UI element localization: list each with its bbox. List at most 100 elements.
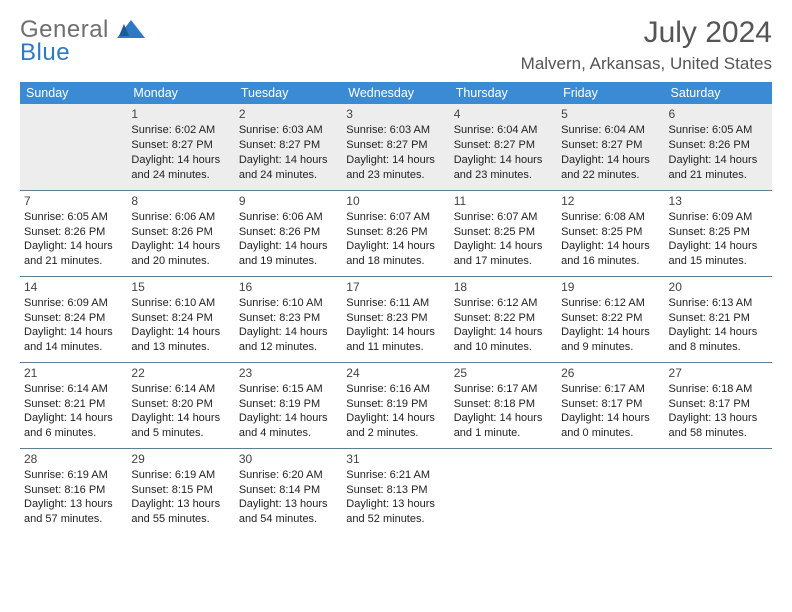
day-number: 9 xyxy=(239,193,338,209)
day-number: 22 xyxy=(131,365,230,381)
calendar-day: 26Sunrise: 6:17 AMSunset: 8:17 PMDayligh… xyxy=(557,362,664,448)
weekday-header: Thursday xyxy=(450,82,557,104)
calendar-body: 1Sunrise: 6:02 AMSunset: 8:27 PMDaylight… xyxy=(20,104,772,534)
day-number: 8 xyxy=(131,193,230,209)
day-info: Sunrise: 6:19 AMSunset: 8:16 PMDaylight:… xyxy=(24,468,123,527)
calendar-week: 28Sunrise: 6:19 AMSunset: 8:16 PMDayligh… xyxy=(20,448,772,534)
day-number: 27 xyxy=(669,365,768,381)
day-number: 1 xyxy=(131,106,230,122)
calendar-day: 16Sunrise: 6:10 AMSunset: 8:23 PMDayligh… xyxy=(235,276,342,362)
day-number: 10 xyxy=(346,193,445,209)
calendar-day: 5Sunrise: 6:04 AMSunset: 8:27 PMDaylight… xyxy=(557,104,664,190)
day-info: Sunrise: 6:03 AMSunset: 8:27 PMDaylight:… xyxy=(346,123,445,182)
calendar-day: 12Sunrise: 6:08 AMSunset: 8:25 PMDayligh… xyxy=(557,190,664,276)
calendar-day: 17Sunrise: 6:11 AMSunset: 8:23 PMDayligh… xyxy=(342,276,449,362)
day-info: Sunrise: 6:17 AMSunset: 8:18 PMDaylight:… xyxy=(454,382,553,441)
day-number: 12 xyxy=(561,193,660,209)
day-info: Sunrise: 6:14 AMSunset: 8:20 PMDaylight:… xyxy=(131,382,230,441)
day-info: Sunrise: 6:04 AMSunset: 8:27 PMDaylight:… xyxy=(561,123,660,182)
day-number: 3 xyxy=(346,106,445,122)
day-number: 26 xyxy=(561,365,660,381)
day-number: 21 xyxy=(24,365,123,381)
calendar-day: 20Sunrise: 6:13 AMSunset: 8:21 PMDayligh… xyxy=(665,276,772,362)
day-number: 4 xyxy=(454,106,553,122)
calendar-empty xyxy=(665,448,772,534)
day-number: 23 xyxy=(239,365,338,381)
day-number: 18 xyxy=(454,279,553,295)
day-info: Sunrise: 6:13 AMSunset: 8:21 PMDaylight:… xyxy=(669,296,768,355)
calendar-day: 27Sunrise: 6:18 AMSunset: 8:17 PMDayligh… xyxy=(665,362,772,448)
day-number: 2 xyxy=(239,106,338,122)
day-info: Sunrise: 6:18 AMSunset: 8:17 PMDaylight:… xyxy=(669,382,768,441)
calendar-day: 2Sunrise: 6:03 AMSunset: 8:27 PMDaylight… xyxy=(235,104,342,190)
location-text: Malvern, Arkansas, United States xyxy=(521,54,772,74)
day-info: Sunrise: 6:07 AMSunset: 8:26 PMDaylight:… xyxy=(346,210,445,269)
header-bar: General Blue July 2024 Malvern, Arkansas… xyxy=(20,18,772,74)
day-info: Sunrise: 6:20 AMSunset: 8:14 PMDaylight:… xyxy=(239,468,338,527)
calendar-day: 23Sunrise: 6:15 AMSunset: 8:19 PMDayligh… xyxy=(235,362,342,448)
day-info: Sunrise: 6:12 AMSunset: 8:22 PMDaylight:… xyxy=(561,296,660,355)
logo-triangle-icon xyxy=(117,20,145,43)
calendar-day: 11Sunrise: 6:07 AMSunset: 8:25 PMDayligh… xyxy=(450,190,557,276)
calendar-day: 10Sunrise: 6:07 AMSunset: 8:26 PMDayligh… xyxy=(342,190,449,276)
calendar-day: 24Sunrise: 6:16 AMSunset: 8:19 PMDayligh… xyxy=(342,362,449,448)
calendar-week: 21Sunrise: 6:14 AMSunset: 8:21 PMDayligh… xyxy=(20,362,772,448)
day-number: 20 xyxy=(669,279,768,295)
brand-word2: Blue xyxy=(20,41,145,65)
calendar-week: 1Sunrise: 6:02 AMSunset: 8:27 PMDaylight… xyxy=(20,104,772,190)
calendar-day: 25Sunrise: 6:17 AMSunset: 8:18 PMDayligh… xyxy=(450,362,557,448)
day-number: 19 xyxy=(561,279,660,295)
calendar-day: 18Sunrise: 6:12 AMSunset: 8:22 PMDayligh… xyxy=(450,276,557,362)
day-info: Sunrise: 6:06 AMSunset: 8:26 PMDaylight:… xyxy=(239,210,338,269)
day-info: Sunrise: 6:17 AMSunset: 8:17 PMDaylight:… xyxy=(561,382,660,441)
day-info: Sunrise: 6:04 AMSunset: 8:27 PMDaylight:… xyxy=(454,123,553,182)
calendar-empty xyxy=(557,448,664,534)
weekday-header: Friday xyxy=(557,82,664,104)
calendar-day: 9Sunrise: 6:06 AMSunset: 8:26 PMDaylight… xyxy=(235,190,342,276)
brand-logo: General Blue xyxy=(20,18,145,65)
day-info: Sunrise: 6:03 AMSunset: 8:27 PMDaylight:… xyxy=(239,123,338,182)
calendar-day: 3Sunrise: 6:03 AMSunset: 8:27 PMDaylight… xyxy=(342,104,449,190)
calendar-day: 4Sunrise: 6:04 AMSunset: 8:27 PMDaylight… xyxy=(450,104,557,190)
calendar-table: SundayMondayTuesdayWednesdayThursdayFrid… xyxy=(20,82,772,534)
calendar-day: 30Sunrise: 6:20 AMSunset: 8:14 PMDayligh… xyxy=(235,448,342,534)
title-block: July 2024 Malvern, Arkansas, United Stat… xyxy=(521,18,772,74)
day-info: Sunrise: 6:05 AMSunset: 8:26 PMDaylight:… xyxy=(669,123,768,182)
day-info: Sunrise: 6:19 AMSunset: 8:15 PMDaylight:… xyxy=(131,468,230,527)
day-info: Sunrise: 6:09 AMSunset: 8:24 PMDaylight:… xyxy=(24,296,123,355)
day-info: Sunrise: 6:05 AMSunset: 8:26 PMDaylight:… xyxy=(24,210,123,269)
day-number: 28 xyxy=(24,451,123,467)
day-info: Sunrise: 6:12 AMSunset: 8:22 PMDaylight:… xyxy=(454,296,553,355)
day-number: 25 xyxy=(454,365,553,381)
calendar-day: 29Sunrise: 6:19 AMSunset: 8:15 PMDayligh… xyxy=(127,448,234,534)
calendar-head: SundayMondayTuesdayWednesdayThursdayFrid… xyxy=(20,82,772,104)
day-info: Sunrise: 6:07 AMSunset: 8:25 PMDaylight:… xyxy=(454,210,553,269)
calendar-day: 31Sunrise: 6:21 AMSunset: 8:13 PMDayligh… xyxy=(342,448,449,534)
day-info: Sunrise: 6:06 AMSunset: 8:26 PMDaylight:… xyxy=(131,210,230,269)
day-number: 29 xyxy=(131,451,230,467)
day-info: Sunrise: 6:21 AMSunset: 8:13 PMDaylight:… xyxy=(346,468,445,527)
day-number: 31 xyxy=(346,451,445,467)
day-info: Sunrise: 6:11 AMSunset: 8:23 PMDaylight:… xyxy=(346,296,445,355)
calendar-day: 22Sunrise: 6:14 AMSunset: 8:20 PMDayligh… xyxy=(127,362,234,448)
day-number: 24 xyxy=(346,365,445,381)
day-info: Sunrise: 6:02 AMSunset: 8:27 PMDaylight:… xyxy=(131,123,230,182)
calendar-day: 6Sunrise: 6:05 AMSunset: 8:26 PMDaylight… xyxy=(665,104,772,190)
page-title: July 2024 xyxy=(521,18,772,48)
weekday-header: Wednesday xyxy=(342,82,449,104)
calendar-day: 14Sunrise: 6:09 AMSunset: 8:24 PMDayligh… xyxy=(20,276,127,362)
day-info: Sunrise: 6:14 AMSunset: 8:21 PMDaylight:… xyxy=(24,382,123,441)
calendar-week: 7Sunrise: 6:05 AMSunset: 8:26 PMDaylight… xyxy=(20,190,772,276)
day-number: 16 xyxy=(239,279,338,295)
calendar-empty xyxy=(20,104,127,190)
day-number: 11 xyxy=(454,193,553,209)
weekday-header: Monday xyxy=(127,82,234,104)
day-info: Sunrise: 6:15 AMSunset: 8:19 PMDaylight:… xyxy=(239,382,338,441)
calendar-day: 13Sunrise: 6:09 AMSunset: 8:25 PMDayligh… xyxy=(665,190,772,276)
weekday-header: Sunday xyxy=(20,82,127,104)
day-number: 15 xyxy=(131,279,230,295)
calendar-day: 8Sunrise: 6:06 AMSunset: 8:26 PMDaylight… xyxy=(127,190,234,276)
calendar-day: 1Sunrise: 6:02 AMSunset: 8:27 PMDaylight… xyxy=(127,104,234,190)
day-number: 30 xyxy=(239,451,338,467)
calendar-week: 14Sunrise: 6:09 AMSunset: 8:24 PMDayligh… xyxy=(20,276,772,362)
